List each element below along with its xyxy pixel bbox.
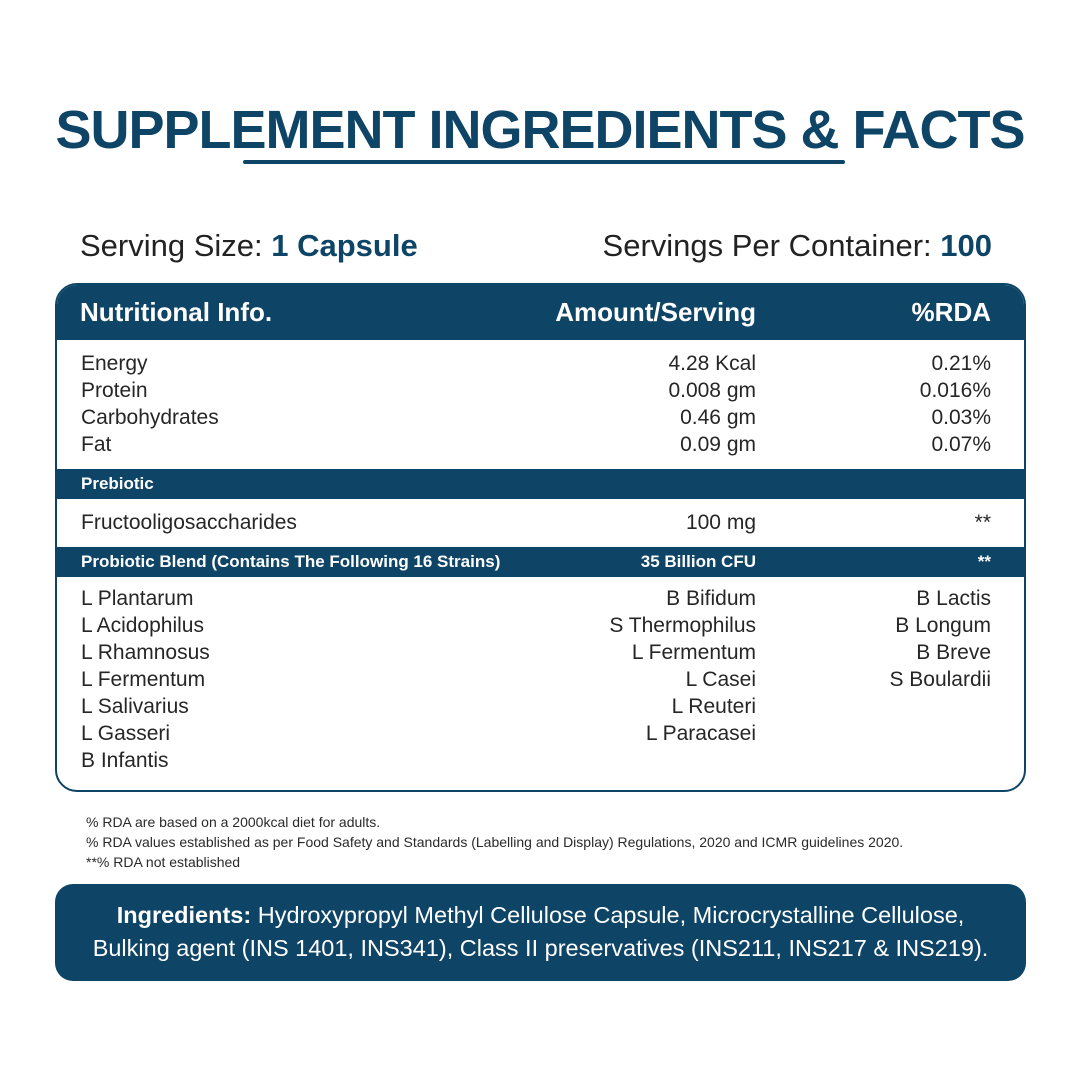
strain-name: L Casei	[685, 668, 756, 691]
nutrient-rda: 0.21%	[931, 352, 991, 375]
nutrient-amount: 0.09 gm	[680, 433, 756, 456]
strain-row: L Fermentum L Casei S Boulardii	[57, 666, 1024, 693]
nutrient-row: Protein 0.008 gm 0.016%	[57, 377, 1024, 404]
servings-per-container-label: Servings Per Container:	[602, 228, 932, 263]
strain-row: L Plantarum B Bifidum B Lactis	[57, 585, 1024, 612]
strain-name: L Paracasei	[645, 722, 756, 745]
nutrient-name: Carbohydrates	[81, 406, 219, 429]
nutrient-rda: 0.03%	[931, 406, 991, 429]
strain-row: L Acidophilus S Thermophilus B Longum	[57, 612, 1024, 639]
footnote: % RDA values established as per Food Saf…	[86, 834, 904, 850]
nutrient-row: Energy 4.28 Kcal 0.21%	[57, 350, 1024, 377]
prebiotic-name: Fructooligosaccharides	[81, 511, 297, 534]
servings-per-container: Servings Per Container: 100	[603, 226, 992, 266]
nutrient-rda: 0.016%	[919, 379, 991, 402]
strain-row: L Salivarius L Reuteri	[57, 693, 1024, 720]
footnotes: % RDA are based on a 2000kcal diet for a…	[86, 812, 903, 872]
strain-row: L Rhamnosus L Fermentum B Breve	[57, 639, 1024, 666]
ingredients-text-1: Hydroxypropyl Methyl Cellulose Capsule, …	[251, 902, 965, 928]
probiotic-label: Probiotic Blend (Contains The Following …	[81, 552, 501, 571]
table-header: Nutritional Info. Amount/Serving %RDA	[57, 285, 1024, 340]
strain-name: B Infantis	[81, 749, 169, 772]
strain-name: L Fermentum	[631, 641, 756, 664]
strain-row: B Infantis	[57, 747, 1024, 774]
strain-name: S Boulardii	[889, 668, 991, 691]
serving-size: Serving Size: 1 Capsule	[80, 226, 418, 266]
nutrient-name: Energy	[81, 352, 148, 375]
probiotic-band: Probiotic Blend (Contains The Following …	[57, 547, 1024, 577]
serving-size-value: 1 Capsule	[271, 228, 418, 263]
ingredients-text-2: Bulking agent (INS 1401, INS341), Class …	[92, 935, 989, 961]
strain-name: B Lactis	[916, 587, 991, 610]
servings-per-container-value: 100	[940, 228, 992, 263]
serving-size-label: Serving Size:	[80, 228, 263, 263]
prebiotic-band: Prebiotic	[57, 469, 1024, 499]
strain-name: L Gasseri	[81, 722, 171, 745]
footnote: % RDA are based on a 2000kcal diet for a…	[86, 814, 381, 830]
nutrient-name: Protein	[81, 379, 148, 402]
prebiotic-label: Prebiotic	[81, 474, 154, 493]
strain-name: L Plantarum	[81, 587, 194, 610]
page-title: SUPPLEMENT INGREDIENTS & FACTS	[55, 100, 1025, 160]
probiotic-amount: 35 Billion CFU	[640, 552, 756, 571]
nutrient-amount: 4.28 Kcal	[668, 352, 756, 375]
strain-name: B Bifidum	[666, 587, 756, 610]
title-underline	[243, 160, 845, 164]
strain-name: B Longum	[895, 614, 991, 637]
footnote: **% RDA not established	[86, 854, 241, 870]
strain-name: S Thermophilus	[609, 614, 756, 637]
nutrient-name: Fat	[81, 433, 112, 456]
ingredients-line-1: Ingredients: Hydroxypropyl Methyl Cellul…	[55, 899, 1026, 932]
strain-name: L Reuteri	[671, 695, 756, 718]
nutrient-rda: 0.07%	[931, 433, 991, 456]
probiotic-rda: **	[977, 552, 991, 571]
ingredients-label: Ingredients:	[116, 902, 252, 928]
nutrition-table: Nutritional Info. Amount/Serving %RDA En…	[55, 283, 1026, 792]
strain-row: L Gasseri L Paracasei	[57, 720, 1024, 747]
nutrient-row: Fat 0.09 gm 0.07%	[57, 431, 1024, 458]
header-nutritional-info: Nutritional Info.	[80, 297, 273, 327]
strain-name: B Breve	[916, 641, 991, 664]
prebiotic-row: Fructooligosaccharides 100 mg **	[57, 509, 1024, 536]
nutrient-amount: 0.46 gm	[680, 406, 756, 429]
strain-name: L Salivarius	[81, 695, 189, 718]
ingredients-box: Ingredients: Hydroxypropyl Methyl Cellul…	[55, 884, 1026, 981]
strain-name: L Fermentum	[81, 668, 206, 691]
prebiotic-amount: 100 mg	[685, 511, 756, 534]
nutrient-row: Carbohydrates 0.46 gm 0.03%	[57, 404, 1024, 431]
nutrient-amount: 0.008 gm	[668, 379, 756, 402]
strain-name: L Rhamnosus	[81, 641, 210, 664]
header-amount-serving: Amount/Serving	[555, 297, 756, 327]
strain-name: L Acidophilus	[81, 614, 204, 637]
header-rda: %RDA	[911, 297, 991, 327]
prebiotic-rda: **	[974, 511, 991, 534]
